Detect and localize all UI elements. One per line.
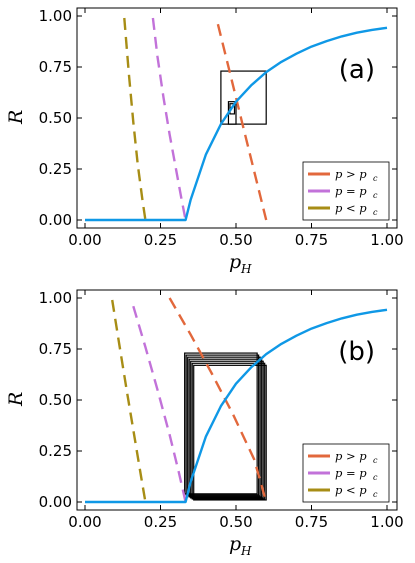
solid-curve: [85, 308, 388, 504]
y-tick-label: 0.25: [39, 160, 72, 178]
legend-label-subscript: c: [373, 490, 378, 499]
x-tick-label: 0.00: [68, 231, 101, 249]
y-tick-label: 0.50: [39, 109, 72, 127]
x-tick-label: 1.00: [370, 513, 403, 531]
dashed-series-below: [111, 299, 147, 503]
legend-label: p > p: [335, 449, 367, 463]
x-axis-label-subscript: H: [240, 544, 252, 558]
y-tick-label: 0.75: [39, 58, 72, 76]
legend-label: p < p: [335, 201, 367, 215]
legend-label: p < p: [335, 483, 367, 497]
y-tick-label: 1.00: [39, 289, 72, 307]
y-tick-label: 0.00: [39, 493, 72, 511]
panel-label: (b): [338, 337, 375, 367]
legend: p > p c p = p c p < p c: [302, 161, 390, 221]
x-tick-label: 0.50: [219, 513, 252, 531]
cobweb-box: [184, 352, 258, 495]
cobweb-box: [188, 358, 263, 498]
legend-label-subscript: c: [373, 456, 378, 465]
cobweb-box: [191, 362, 266, 500]
chart-panel-1: 0.00 0.25 0.50 0.75 1.00 0.00 0.25 0.50 0.75 1.00…: [5, 7, 404, 276]
dashed-series-above: [216, 23, 268, 221]
legend-label-subscript: c: [373, 473, 378, 482]
x-axis-label: p: [229, 251, 241, 273]
legend-label: p = p: [335, 184, 367, 198]
cobweb-box: [190, 360, 264, 499]
dashed-series-equal: [132, 305, 187, 503]
x-tick-label: 0.75: [295, 231, 328, 249]
y-tick-label: 0.50: [39, 391, 72, 409]
cobweb-box: [185, 354, 260, 496]
legend-label-subscript: c: [373, 191, 378, 200]
cobweb-box: [187, 356, 261, 497]
legend-label: p = p: [335, 466, 367, 480]
y-tick-label: 1.00: [39, 7, 72, 25]
x-tick-label: 0.75: [295, 513, 328, 531]
y-axis-label: R: [5, 392, 27, 407]
legend-label-subscript: c: [373, 208, 378, 217]
dashed-series-below: [123, 17, 147, 221]
x-tick-label: 0.00: [68, 513, 101, 531]
x-tick-label: 0.25: [144, 231, 177, 249]
dashed-series-equal: [151, 17, 187, 221]
x-axis-label-subscript: H: [240, 262, 252, 276]
y-tick-label: 0.25: [39, 442, 72, 460]
legend-label: p > p: [335, 167, 367, 181]
legend-label-subscript: c: [373, 174, 378, 183]
chart-panel-2: 0.00 0.25 0.50 0.75 1.00 0.00 0.25 0.50 0.75 1.00…: [5, 289, 404, 558]
x-tick-label: 0.25: [144, 513, 177, 531]
y-tick-label: 0.75: [39, 340, 72, 358]
solid-curve: [85, 26, 388, 222]
y-axis-label: R: [5, 110, 27, 125]
legend: p > p c p = p c p < p c: [302, 443, 390, 503]
x-tick-label: 1.00: [370, 231, 403, 249]
panel-label: (a): [339, 55, 375, 85]
y-tick-label: 0.00: [39, 211, 72, 229]
x-tick-label: 0.50: [219, 231, 252, 249]
x-axis-label: p: [229, 533, 241, 555]
cobweb-box: [193, 364, 267, 501]
